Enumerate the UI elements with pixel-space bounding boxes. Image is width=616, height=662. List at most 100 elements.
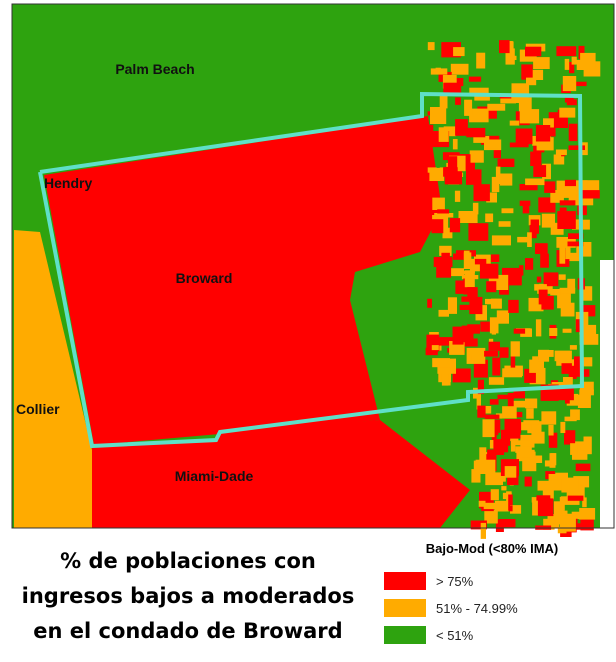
tract xyxy=(517,237,527,243)
tract xyxy=(580,444,584,450)
tract xyxy=(436,265,451,278)
tract xyxy=(485,214,493,223)
tract xyxy=(532,432,545,444)
tract xyxy=(521,64,532,79)
tract xyxy=(550,289,560,295)
tract xyxy=(498,519,515,527)
tract xyxy=(476,460,496,474)
tract xyxy=(559,247,565,264)
legend-swatch xyxy=(384,626,426,644)
page: Palm Beach Hendry Broward Collier Miami-… xyxy=(0,0,616,662)
tract xyxy=(484,503,497,509)
county-label: Hendry xyxy=(44,175,92,191)
tract xyxy=(525,47,541,57)
tract xyxy=(541,411,556,424)
tract xyxy=(533,165,546,177)
tract xyxy=(508,421,520,439)
tract xyxy=(533,57,550,69)
tract xyxy=(439,310,450,317)
tract xyxy=(564,430,575,444)
tract xyxy=(557,293,571,308)
tract xyxy=(525,399,537,409)
tract xyxy=(486,281,496,292)
tract xyxy=(519,265,523,275)
tract xyxy=(510,143,529,148)
tract xyxy=(548,425,553,436)
tract xyxy=(537,277,541,283)
tract xyxy=(500,174,512,186)
tract xyxy=(508,300,519,313)
tract xyxy=(563,329,572,333)
tract xyxy=(536,495,550,500)
tract xyxy=(495,501,509,512)
tract xyxy=(538,498,554,516)
tract xyxy=(492,235,511,245)
tract xyxy=(561,479,578,493)
map-edge xyxy=(0,0,12,528)
tract xyxy=(531,450,535,460)
tract xyxy=(578,395,591,408)
tract xyxy=(579,390,594,396)
tract xyxy=(487,104,505,111)
legend-title: Bajo-Mod (<80% IMA) xyxy=(426,541,559,556)
tract xyxy=(431,68,448,74)
tract xyxy=(437,209,449,213)
tract xyxy=(572,57,577,65)
tract xyxy=(560,422,565,433)
tract xyxy=(430,107,446,124)
tract xyxy=(476,53,485,69)
tract xyxy=(520,109,539,123)
tract xyxy=(525,179,544,186)
tract xyxy=(481,523,486,539)
tract xyxy=(556,150,567,156)
tract xyxy=(535,243,548,254)
tract xyxy=(499,40,510,53)
tract xyxy=(470,259,475,274)
tract xyxy=(472,355,480,362)
tract xyxy=(502,208,514,213)
tract xyxy=(544,181,555,193)
tract xyxy=(500,347,509,358)
tract xyxy=(559,274,566,280)
tract xyxy=(432,219,444,233)
tract xyxy=(432,345,439,350)
tract xyxy=(466,169,482,184)
tract xyxy=(480,264,499,279)
tract xyxy=(505,466,517,478)
tract xyxy=(525,258,533,270)
tract xyxy=(474,184,490,201)
tract xyxy=(514,329,525,334)
tract xyxy=(442,374,448,386)
legend-label: < 51% xyxy=(436,628,474,643)
tract xyxy=(523,203,530,214)
tract xyxy=(443,83,461,93)
tract xyxy=(448,297,457,314)
tract xyxy=(499,221,511,227)
tract xyxy=(429,168,444,181)
tract xyxy=(539,290,548,305)
tract xyxy=(514,391,526,398)
tract xyxy=(576,319,580,332)
tract xyxy=(489,342,501,351)
tract xyxy=(559,108,575,118)
tract xyxy=(483,419,495,437)
tract xyxy=(441,253,450,263)
tract xyxy=(513,440,531,445)
tract xyxy=(563,76,576,91)
tract xyxy=(443,167,458,177)
tract xyxy=(530,152,541,166)
legend-swatch xyxy=(384,599,426,617)
tract xyxy=(468,223,488,241)
tract xyxy=(526,408,534,418)
county-label: Miami-Dade xyxy=(175,468,254,484)
tract xyxy=(565,59,570,70)
tract xyxy=(470,150,484,162)
tract xyxy=(556,46,576,56)
tract xyxy=(565,417,577,422)
tract xyxy=(549,328,557,336)
tract xyxy=(496,167,501,184)
tract xyxy=(560,200,576,205)
tract xyxy=(540,254,549,268)
tract xyxy=(570,443,577,455)
tract xyxy=(439,127,449,142)
